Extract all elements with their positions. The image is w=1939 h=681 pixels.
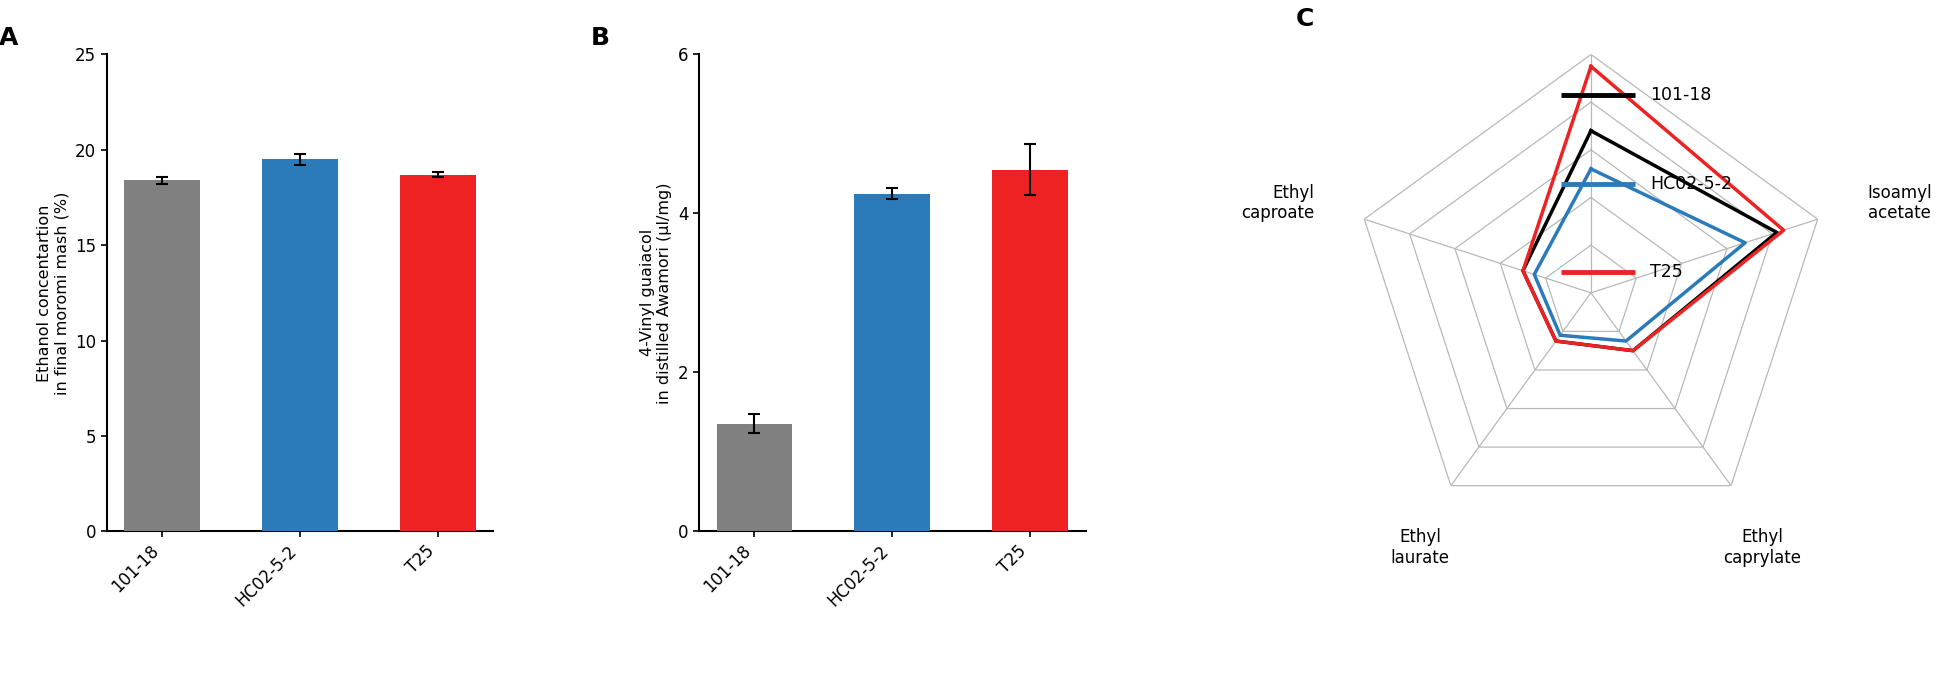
Text: Isoamyl
alcohol: Isoamyl alcohol xyxy=(1559,0,1623,2)
Text: C: C xyxy=(1295,7,1315,31)
Text: Ethyl
caproate: Ethyl caproate xyxy=(1241,184,1315,223)
Text: HC02-5-2: HC02-5-2 xyxy=(1650,175,1732,193)
Bar xyxy=(855,193,931,531)
Text: A: A xyxy=(0,26,17,50)
Text: T25: T25 xyxy=(1650,264,1683,281)
Text: B: B xyxy=(591,26,609,50)
Y-axis label: 4-Vinyl guaiacol
in distilled Awamori (μl/mg): 4-Vinyl guaiacol in distilled Awamori (μ… xyxy=(640,182,673,404)
Bar xyxy=(124,180,200,531)
Bar xyxy=(717,424,793,531)
Bar xyxy=(262,159,337,531)
Bar xyxy=(993,170,1068,531)
Bar xyxy=(399,174,475,531)
Y-axis label: Ethanol concentartion
in final moromi mash (%): Ethanol concentartion in final moromi ma… xyxy=(37,191,70,394)
Text: Ethyl
laurate: Ethyl laurate xyxy=(1390,528,1450,567)
Text: Isoamyl
acetate: Isoamyl acetate xyxy=(1867,184,1931,223)
Text: 101-18: 101-18 xyxy=(1650,86,1712,104)
Text: Ethyl
caprylate: Ethyl caprylate xyxy=(1724,528,1801,567)
